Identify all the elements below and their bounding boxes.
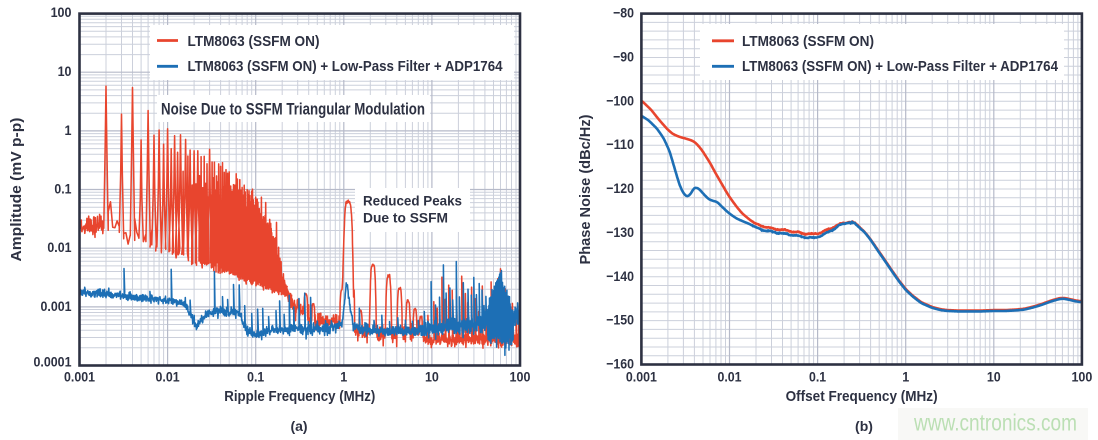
- svg-text:(a): (a): [290, 418, 307, 434]
- svg-text:LTM8063 (SSFM ON) + Low-Pass F: LTM8063 (SSFM ON) + Low-Pass Filter + AD…: [742, 58, 1059, 75]
- svg-text:Noise Due to SSFM Triangular M: Noise Due to SSFM Triangular Modulation: [161, 101, 425, 119]
- svg-text:0.0001: 0.0001: [34, 354, 72, 370]
- svg-text:10: 10: [425, 369, 439, 385]
- svg-text:Ripple Frequency (MHz): Ripple Frequency (MHz): [224, 388, 375, 405]
- svg-text:LTM8063 (SSFM ON): LTM8063 (SSFM ON): [188, 33, 320, 50]
- svg-text:10: 10: [987, 369, 1001, 385]
- svg-text:1: 1: [340, 369, 347, 385]
- svg-text:10: 10: [58, 63, 72, 79]
- svg-text:0.01: 0.01: [47, 239, 71, 255]
- svg-text:Offset Frequency (MHz): Offset Frequency (MHz): [786, 388, 938, 405]
- svg-text:0.01: 0.01: [717, 369, 741, 385]
- svg-text:−120: −120: [606, 180, 634, 196]
- svg-text:www.cntronics.com: www.cntronics.com: [913, 410, 1077, 436]
- svg-text:−110: −110: [606, 136, 634, 152]
- svg-text:1: 1: [65, 122, 72, 138]
- svg-text:−90: −90: [613, 49, 634, 65]
- svg-text:100: 100: [1071, 369, 1092, 385]
- svg-text:0.1: 0.1: [809, 369, 826, 385]
- svg-text:LTM8063 (SSFM ON) + Low-Pass F: LTM8063 (SSFM ON) + Low-Pass Filter + AD…: [188, 58, 504, 75]
- svg-text:0.001: 0.001: [64, 369, 95, 385]
- svg-text:0.1: 0.1: [54, 181, 71, 197]
- svg-text:−140: −140: [606, 268, 634, 284]
- svg-text:(b): (b): [855, 418, 873, 434]
- svg-text:100: 100: [51, 4, 72, 20]
- svg-text:1: 1: [902, 369, 909, 385]
- svg-text:0.01: 0.01: [156, 369, 180, 385]
- svg-text:LTM8063 (SSFM ON): LTM8063 (SSFM ON): [742, 33, 874, 50]
- svg-text:0.001: 0.001: [626, 369, 657, 385]
- svg-text:0.1: 0.1: [247, 369, 264, 385]
- svg-text:−130: −130: [606, 224, 634, 240]
- svg-text:−80: −80: [613, 5, 634, 21]
- svg-text:Reduced Peaks: Reduced Peaks: [363, 193, 462, 209]
- svg-text:0.001: 0.001: [41, 298, 72, 314]
- svg-text:−160: −160: [606, 356, 634, 372]
- svg-text:Phase Noise (dBc/Hz): Phase Noise (dBc/Hz): [577, 115, 594, 265]
- svg-text:Due to SSFM: Due to SSFM: [363, 210, 448, 226]
- svg-text:−100: −100: [606, 92, 634, 108]
- svg-text:100: 100: [510, 369, 531, 385]
- svg-text:−150: −150: [606, 312, 634, 328]
- svg-text:Amplitude (mV p-p): Amplitude (mV p-p): [8, 117, 25, 261]
